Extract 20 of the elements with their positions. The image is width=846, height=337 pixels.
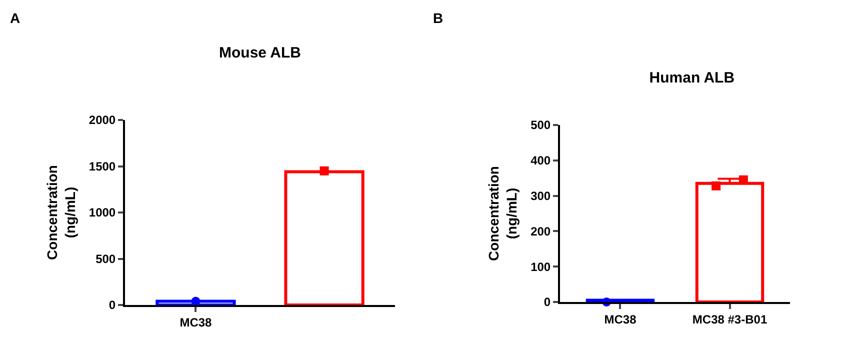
y-axis-title: Concentration (ng/mL) bbox=[485, 166, 520, 261]
y-tick-label: 500 bbox=[96, 252, 116, 266]
y-tick-label: 300 bbox=[530, 189, 551, 203]
text: A bbox=[10, 10, 20, 26]
y-tick-label: 1500 bbox=[88, 159, 116, 174]
x-tick-label: MC38 #3-B01 bbox=[692, 312, 768, 326]
text: B bbox=[433, 10, 444, 26]
y-tick-label: 0 bbox=[108, 298, 116, 312]
y-tick-label: 500 bbox=[530, 118, 551, 132]
y-tick-label: 1000 bbox=[88, 206, 116, 220]
x-tick-label: MC38 bbox=[180, 315, 212, 330]
y-tick-label: 100 bbox=[530, 260, 551, 274]
chart-title: Mouse ALB bbox=[219, 44, 302, 62]
chart-title: Human ALB bbox=[649, 69, 735, 86]
x-tick-label: MC38 bbox=[604, 312, 637, 326]
y-axis-title: Concentration (ng/mL) bbox=[44, 165, 78, 260]
y-tick-label: 400 bbox=[530, 154, 551, 168]
y-tick-label: 0 bbox=[544, 295, 551, 310]
y-tick-label: 200 bbox=[530, 224, 551, 238]
y-tick-label: 2000 bbox=[88, 113, 116, 128]
